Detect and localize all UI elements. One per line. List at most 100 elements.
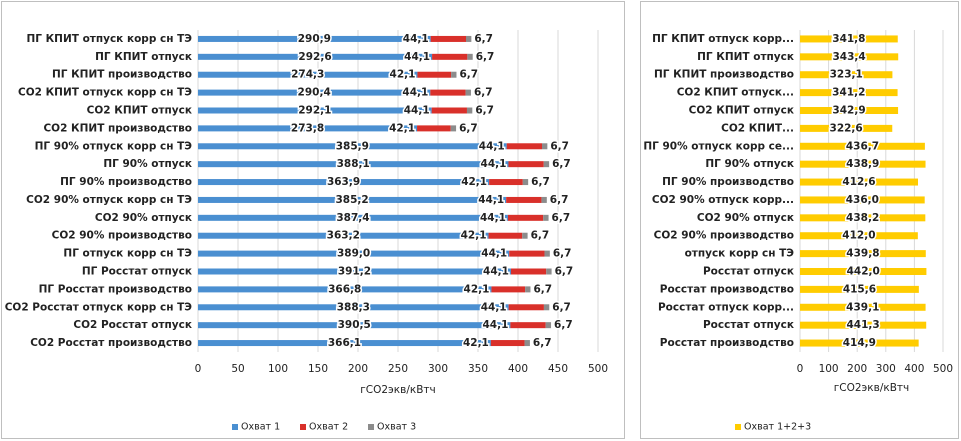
category-label: ПГ КПИТ отпуск корр... xyxy=(652,33,794,45)
bar xyxy=(198,268,511,275)
value-label: 44,1 xyxy=(404,105,430,117)
x-tick-label: 500 xyxy=(588,363,608,375)
x-tick-label: 450 xyxy=(548,363,568,375)
value-label: 6,7 xyxy=(459,69,478,81)
category-label: Росстат производство xyxy=(660,337,794,349)
category-label: Росстат отпуск корр... xyxy=(658,301,794,313)
bar xyxy=(800,321,927,329)
value-label: 363,9 xyxy=(327,176,360,188)
bar xyxy=(800,89,898,97)
value-label: 363,2 xyxy=(327,230,360,242)
value-label: 6,7 xyxy=(550,194,569,206)
bar xyxy=(800,124,893,132)
value-label: 385,9 xyxy=(336,140,369,152)
value-label: 44,1 xyxy=(481,158,507,170)
x-tick-label: 150 xyxy=(308,363,328,375)
bar xyxy=(430,35,466,42)
bar xyxy=(800,71,893,79)
category-label: Росстат отпуск xyxy=(703,266,794,278)
value-label: 439,1 xyxy=(846,301,879,313)
value-label: 6,7 xyxy=(552,212,571,224)
value-label: 438,2 xyxy=(846,212,879,224)
value-label: 6,7 xyxy=(533,283,552,295)
x-tick-label: 400 xyxy=(508,363,528,375)
bar xyxy=(198,125,418,132)
bar xyxy=(198,89,431,96)
value-label: 44,1 xyxy=(403,33,429,45)
category-label: ПГ отпуск корр сн ТЭ xyxy=(63,248,192,260)
value-label: 44,1 xyxy=(480,212,506,224)
category-label: ПГ КПИТ производство xyxy=(654,69,794,81)
bar xyxy=(417,71,452,78)
value-label: 42,1 xyxy=(461,176,487,188)
value-label: 341,8 xyxy=(832,33,865,45)
x-tick-label: 350 xyxy=(468,363,488,375)
bar xyxy=(800,285,919,293)
value-label: 6,7 xyxy=(476,51,495,63)
value-label: 436,0 xyxy=(846,194,879,206)
value-label: 390,5 xyxy=(338,319,371,331)
bar xyxy=(543,214,549,221)
x-tick-label: 300 xyxy=(428,363,448,375)
legend-label: Охват 1+2+3 xyxy=(744,422,811,433)
category-label: CO2 Росстат отпуск корр сн ТЭ xyxy=(5,301,193,313)
value-label: 290,4 xyxy=(298,87,331,99)
bar xyxy=(489,179,523,186)
value-label: 6,7 xyxy=(475,105,494,117)
category-label: CO2 90% производство xyxy=(52,230,192,242)
legend-swatch xyxy=(300,424,306,430)
value-label: 6,7 xyxy=(550,140,569,152)
bar xyxy=(198,286,492,293)
value-label: 6,7 xyxy=(474,33,493,45)
category-label: СО2 КПИТ... xyxy=(721,122,794,134)
value-label: 6,7 xyxy=(552,301,571,313)
value-label: 388,3 xyxy=(337,301,370,313)
category-label: СО2 90% отпуск корр... xyxy=(652,194,794,206)
value-label: 292,6 xyxy=(298,51,331,63)
category-label: ПГ КПИТ отпуск xyxy=(697,51,794,63)
bar xyxy=(510,322,546,329)
bar xyxy=(800,339,919,347)
bar xyxy=(430,89,466,96)
bar xyxy=(417,125,451,132)
value-label: 436,7 xyxy=(846,140,879,152)
bar xyxy=(800,178,919,186)
x-tick-label: 200 xyxy=(847,363,867,375)
bar xyxy=(431,107,467,114)
bar xyxy=(432,53,468,60)
value-label: 323,1 xyxy=(830,69,863,81)
bar xyxy=(491,286,526,293)
bar xyxy=(198,232,489,239)
category-label: ПГ 90% производство xyxy=(662,176,794,188)
category-label: СО2 КПИТ отпуск xyxy=(689,105,794,117)
category-label: CO2 90% отпуск корр сн ТЭ xyxy=(26,194,192,206)
category-label: CO2 90% отпуск xyxy=(95,212,192,224)
bar xyxy=(800,53,899,61)
category-label: ПГ 90% отпуск корр се... xyxy=(643,140,794,152)
value-label: 366,8 xyxy=(328,283,361,295)
value-label: 389,0 xyxy=(337,248,370,260)
value-label: 290,9 xyxy=(298,33,331,45)
category-label: ПГ КПИТ отпуск xyxy=(95,51,192,63)
bar xyxy=(800,232,918,240)
value-label: 44,1 xyxy=(404,51,430,63)
bar xyxy=(544,250,550,257)
bar xyxy=(525,286,531,293)
bar xyxy=(510,268,547,275)
legend-swatch xyxy=(368,424,374,430)
value-label: 44,1 xyxy=(481,301,507,313)
value-label: 44,1 xyxy=(481,248,507,260)
value-label: 341,2 xyxy=(832,87,865,99)
value-label: 412,0 xyxy=(842,230,875,242)
category-label: ПГ КПИТ отпуск корр сн ТЭ xyxy=(26,33,192,45)
legend-label: Охват 1 xyxy=(241,422,280,433)
value-label: 44,1 xyxy=(483,266,509,278)
value-label: 6,7 xyxy=(474,87,493,99)
bar xyxy=(507,214,544,221)
bar xyxy=(522,179,529,186)
category-label: ПГ КПИТ производство xyxy=(52,69,192,81)
bar xyxy=(800,214,926,222)
bar xyxy=(198,214,508,221)
value-label: 387,4 xyxy=(336,212,369,224)
